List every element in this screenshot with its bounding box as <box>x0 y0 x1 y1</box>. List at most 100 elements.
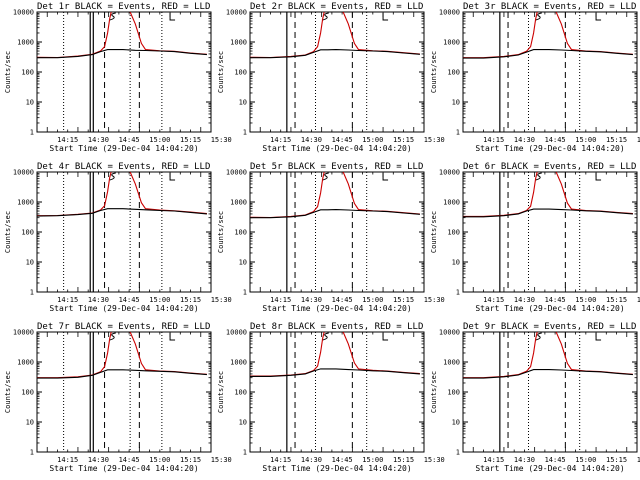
y-tick-label: 10 <box>452 259 460 267</box>
y-tick-label: 1 <box>30 289 34 297</box>
x-tick-label: 15:00 <box>149 296 170 304</box>
chart-panel-det-3r: Det 3r BLACK = Events, RED = LLD Counts/s… <box>430 2 640 153</box>
series-line-events <box>250 368 420 377</box>
x-tick-label: 14:15 <box>483 136 504 144</box>
x-axis-label: Start Time (29-Dec-04 14:04:20) <box>49 144 198 153</box>
y-tick-label: 1 <box>243 449 247 457</box>
x-tick-label: 15:15 <box>180 456 201 464</box>
y-tick-label: 10 <box>26 99 34 107</box>
y-tick-label: 10 <box>26 259 34 267</box>
y-axis-label: Counts/sec <box>217 51 225 93</box>
x-tick-label: 14:45 <box>119 456 140 464</box>
x-tick-label: 14:15 <box>270 456 291 464</box>
saa-marker <box>109 332 116 341</box>
chart-title: Det 5r BLACK = Events, RED = LLD <box>250 162 423 172</box>
y-tick-label: 10 <box>239 419 247 427</box>
x-tick-label: 14:30 <box>514 136 535 144</box>
plot-frame <box>462 171 638 293</box>
y-tick-label: 1000 <box>17 39 34 47</box>
x-tick-label: 15:00 <box>575 456 596 464</box>
y-tick-label: 1000 <box>230 199 247 207</box>
y-tick-label: 1000 <box>443 39 460 47</box>
chart-panel-det-6r: Det 6r BLACK = Events, RED = LLD Counts/s… <box>430 162 640 313</box>
x-tick-label: 14:15 <box>57 296 78 304</box>
y-tick-label: 10000 <box>439 9 460 17</box>
y-tick-label: 100 <box>447 389 460 397</box>
chart-title: Det 2r BLACK = Events, RED = LLD <box>250 2 423 12</box>
y-tick-label: 10 <box>239 99 247 107</box>
x-tick-label: 15:00 <box>362 136 383 144</box>
x-tick-label: 15:15 <box>180 296 201 304</box>
plot-frame <box>36 171 212 293</box>
lld-marker <box>382 173 389 181</box>
y-axis-label: Counts/sec <box>430 51 438 93</box>
y-tick-label: 100 <box>447 69 460 77</box>
chart-title: Det 6r BLACK = Events, RED = LLD <box>463 162 636 172</box>
x-tick-label: 14:30 <box>514 296 535 304</box>
x-tick-label: 15:30 <box>424 456 445 464</box>
x-tick-label: 15:00 <box>149 136 170 144</box>
x-tick-label: 15:30 <box>211 296 232 304</box>
y-axis-label: Counts/sec <box>4 51 12 93</box>
plot-frame <box>249 11 425 133</box>
y-axis-label: Counts/sec <box>430 211 438 253</box>
chart-title: Det 1r BLACK = Events, RED = LLD <box>37 2 210 12</box>
x-tick-label: 14:15 <box>270 296 291 304</box>
x-axis-label: Start Time (29-Dec-04 14:04:20) <box>49 304 198 313</box>
y-tick-label: 1 <box>243 289 247 297</box>
y-tick-label: 100 <box>21 229 34 237</box>
saa-marker <box>535 12 542 21</box>
y-tick-label: 1 <box>456 449 460 457</box>
lld-marker <box>595 173 602 181</box>
y-tick-label: 1000 <box>17 199 34 207</box>
series-line-events <box>37 49 207 59</box>
y-tick-label: 10 <box>239 259 247 267</box>
lld-marker <box>595 333 602 341</box>
y-tick-label: 10000 <box>226 169 247 177</box>
y-tick-label: 100 <box>21 69 34 77</box>
saa-marker <box>109 12 116 21</box>
x-tick-label: 14:45 <box>332 296 353 304</box>
x-tick-label: 14:30 <box>88 456 109 464</box>
x-tick-label: 14:45 <box>545 456 566 464</box>
y-tick-label: 100 <box>234 69 247 77</box>
plot-frame <box>36 11 212 133</box>
y-tick-label: 100 <box>21 389 34 397</box>
y-tick-label: 1 <box>30 449 34 457</box>
chart-panel-det-1r: Det 1r BLACK = Events, RED = LLD Counts/s… <box>4 2 232 153</box>
y-tick-label: 1000 <box>17 359 34 367</box>
y-tick-label: 10000 <box>13 9 34 17</box>
y-tick-label: 1000 <box>443 199 460 207</box>
x-axis-label: Start Time (29-Dec-04 14:04:20) <box>49 464 198 473</box>
x-tick-label: 15:00 <box>575 136 596 144</box>
chart-title: Det 4r BLACK = Events, RED = LLD <box>37 162 210 172</box>
x-axis-label: Start Time (29-Dec-04 14:04:20) <box>262 464 411 473</box>
x-tick-label: 14:45 <box>332 136 353 144</box>
y-tick-label: 100 <box>234 389 247 397</box>
chart-title: Det 9r BLACK = Events, RED = LLD <box>463 322 636 332</box>
x-tick-label: 15:15 <box>393 456 414 464</box>
chart-title: Det 8r BLACK = Events, RED = LLD <box>250 322 423 332</box>
plot-frame <box>249 171 425 293</box>
y-tick-label: 1000 <box>230 39 247 47</box>
y-tick-label: 10000 <box>439 329 460 337</box>
x-tick-label: 14:45 <box>545 296 566 304</box>
chart-panel-det-4r: Det 4r BLACK = Events, RED = LLD Counts/s… <box>4 162 232 313</box>
x-axis-label: Start Time (29-Dec-04 14:04:20) <box>262 144 411 153</box>
x-tick-label: 15:15 <box>606 456 627 464</box>
y-axis-label: Counts/sec <box>217 371 225 413</box>
series-line-events <box>463 369 633 379</box>
x-tick-label: 14:30 <box>301 296 322 304</box>
y-tick-label: 100 <box>234 229 247 237</box>
y-axis-label: Counts/sec <box>430 371 438 413</box>
x-tick-label: 14:15 <box>483 296 504 304</box>
x-tick-label: 14:45 <box>119 296 140 304</box>
lld-marker <box>382 333 389 341</box>
chart-panel-det-9r: Det 9r BLACK = Events, RED = LLD Counts/s… <box>430 322 640 473</box>
x-tick-label: 14:30 <box>514 456 535 464</box>
chart-panel-det-5r: Det 5r BLACK = Events, RED = LLD Counts/s… <box>217 162 445 313</box>
plot-frame <box>462 331 638 453</box>
x-tick-label: 14:30 <box>301 136 322 144</box>
x-axis-label: Start Time (29-Dec-04 14:04:20) <box>475 144 624 153</box>
